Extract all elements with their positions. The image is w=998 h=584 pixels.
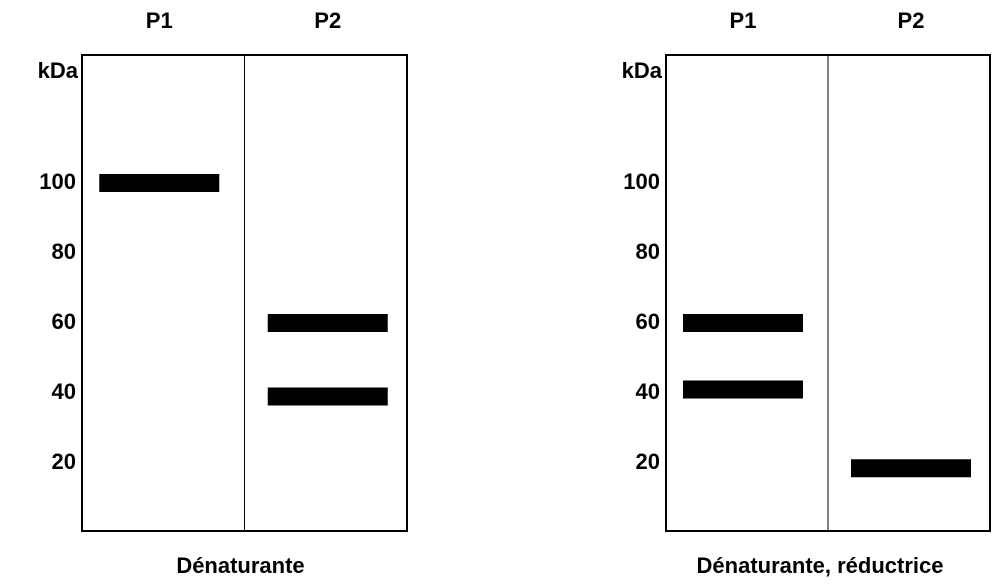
tick-label: 80: [636, 239, 660, 264]
unit-label: kDa: [38, 58, 79, 83]
tick-label: 100: [39, 169, 76, 194]
page: kDa 100 80 60 40 20 P1 P2 Dénaturante kDa 100 80 60 4…: [0, 0, 998, 584]
tick-label: 60: [52, 309, 76, 334]
band: [268, 388, 388, 406]
caption: Dénaturante: [176, 553, 304, 578]
band: [683, 381, 803, 399]
tick-label: 20: [52, 449, 76, 474]
lane-label: P2: [898, 8, 925, 33]
tick-label: 40: [52, 379, 76, 404]
tick-label: 80: [52, 239, 76, 264]
tick-label: 40: [636, 379, 660, 404]
lane-label: P1: [146, 8, 173, 33]
lane-label: P2: [314, 8, 341, 33]
band: [683, 314, 803, 332]
gel-diagram: kDa 100 80 60 40 20 P1 P2 Dénaturante kDa 100 80 60 4…: [0, 0, 998, 584]
tick-label: 100: [623, 169, 660, 194]
unit-label: kDa: [622, 58, 663, 83]
band: [268, 314, 388, 332]
tick-label: 20: [636, 449, 660, 474]
band: [99, 174, 219, 192]
caption: Dénaturante, réductrice: [697, 553, 944, 578]
band: [851, 459, 971, 477]
tick-label: 60: [636, 309, 660, 334]
lane-label: P1: [730, 8, 757, 33]
